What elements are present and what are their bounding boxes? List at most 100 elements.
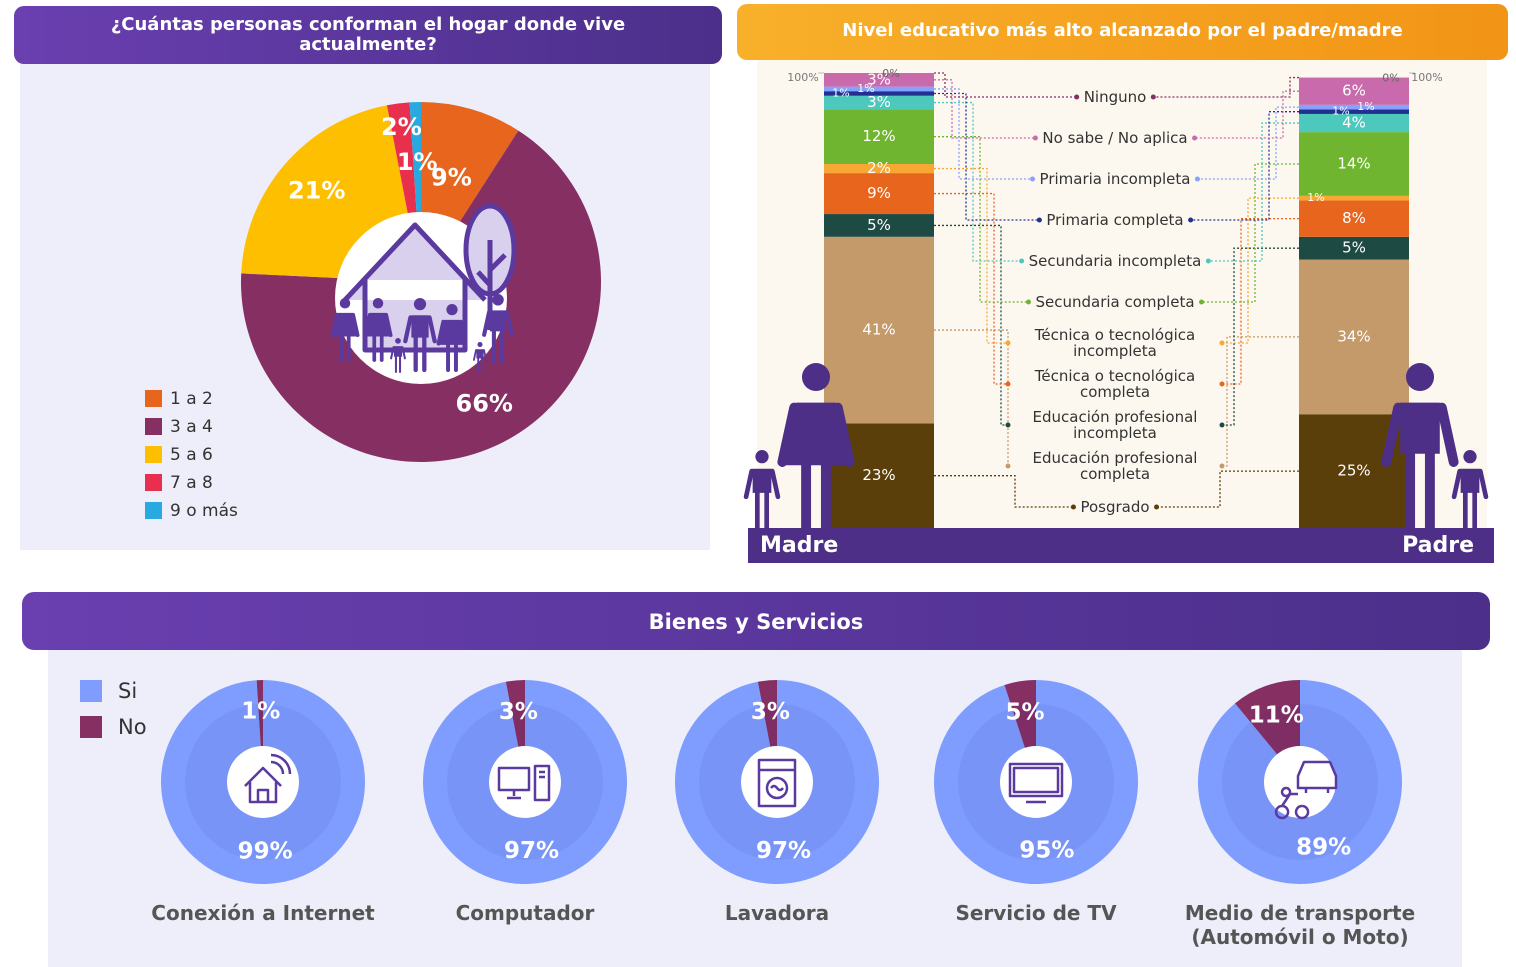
legend-dot xyxy=(1194,176,1200,182)
body xyxy=(1400,402,1440,454)
legend-dot xyxy=(1199,299,1205,305)
legend-label: Posgrado xyxy=(1080,498,1150,516)
person-icon xyxy=(472,342,488,373)
data-label: 1% xyxy=(832,86,849,99)
limb xyxy=(401,346,406,360)
icon-circle xyxy=(227,746,299,818)
legend-swatch xyxy=(145,502,162,519)
bar-segment xyxy=(824,95,934,110)
data-label: 11% xyxy=(1249,703,1304,729)
connector xyxy=(1222,217,1299,385)
bar-segment xyxy=(1299,200,1409,237)
bar-segment xyxy=(1299,113,1409,133)
limb xyxy=(351,312,360,338)
person-icon xyxy=(482,294,514,365)
data-label: 12% xyxy=(862,127,895,145)
bar-segment xyxy=(824,109,934,164)
legend-dot xyxy=(1205,258,1211,264)
category-label: Conexión a Internet xyxy=(151,901,375,925)
connector xyxy=(1208,122,1299,262)
head xyxy=(492,294,504,306)
category-label: Servicio de TV xyxy=(955,901,1117,925)
legend-label: Técnica o tecnológica completa xyxy=(1034,367,1196,401)
connector xyxy=(934,167,1008,344)
limb xyxy=(384,312,393,338)
icon-circle xyxy=(1264,746,1336,818)
legend-dot xyxy=(1154,504,1160,510)
person-icon xyxy=(390,338,406,374)
chart-title: ¿Cuántas personas conforman el hogar don… xyxy=(110,14,626,55)
data-label: 99% xyxy=(238,838,293,864)
data-label: 8% xyxy=(1342,209,1366,227)
body xyxy=(366,312,390,337)
body xyxy=(411,315,429,338)
head xyxy=(477,342,483,348)
bar-segment xyxy=(1299,195,1409,201)
head xyxy=(372,298,384,309)
limb xyxy=(436,319,446,346)
bar-segment xyxy=(824,173,934,215)
person-icon xyxy=(363,298,393,362)
data-label: 4% xyxy=(1342,114,1366,132)
legend-item: No sabe / No aplica xyxy=(1015,118,1215,158)
legend-label: Si xyxy=(118,679,137,703)
legend-swatch xyxy=(80,716,102,738)
data-label: 2% xyxy=(381,113,422,141)
legend-label: No sabe / No aplica xyxy=(1042,129,1188,147)
data-label: 95% xyxy=(1019,838,1074,864)
connector xyxy=(934,192,1008,385)
category-label: Computador xyxy=(455,901,595,925)
legend-dot xyxy=(1005,340,1011,346)
limb xyxy=(363,312,372,338)
head xyxy=(801,363,831,392)
data-label: 1% xyxy=(1307,191,1324,204)
legend-swatch xyxy=(145,474,162,491)
bar-segment xyxy=(824,73,934,87)
category-label: Medio de transporte (Automóvil o Moto) xyxy=(1184,901,1416,949)
legend-dot xyxy=(1030,176,1036,182)
icon xyxy=(244,753,292,804)
body xyxy=(476,349,484,359)
legend-dot xyxy=(1192,135,1198,141)
legend-label: 7 a 8 xyxy=(170,473,213,493)
data-label: 1% xyxy=(1357,100,1374,113)
legend-item: Ninguno xyxy=(1015,77,1215,117)
icon xyxy=(757,758,797,808)
person-icon xyxy=(777,363,855,533)
legend-item: Técnica o tecnológica completa xyxy=(1015,364,1215,404)
header-bar xyxy=(14,6,722,64)
bar-segment xyxy=(1299,109,1409,114)
person-icon xyxy=(1451,450,1489,531)
limb xyxy=(777,402,800,467)
data-label: 9% xyxy=(431,163,472,191)
data-label: 23% xyxy=(862,466,895,484)
legend-label: Educación profesional incompleta xyxy=(1032,408,1198,442)
data-label: 89% xyxy=(1296,834,1351,860)
legend-dot xyxy=(1025,299,1031,305)
person-icon xyxy=(1381,363,1459,533)
legend-item: Secundaria completa xyxy=(1015,282,1215,322)
bar-segment xyxy=(824,214,934,237)
connector xyxy=(934,72,1077,98)
body xyxy=(1460,468,1480,493)
connector xyxy=(934,101,1022,262)
y-tick-label: 100% xyxy=(1411,71,1442,84)
legend-item: Secundaria incompleta xyxy=(1015,241,1215,281)
data-label: 3% xyxy=(867,93,891,111)
data-label: 3% xyxy=(499,699,538,725)
legend-dot xyxy=(1150,94,1156,100)
data-label: 0% xyxy=(1382,72,1399,85)
legend-item: Educación profesional completa xyxy=(1015,446,1215,486)
y-tick-label: 100% xyxy=(787,71,818,84)
limb xyxy=(1477,468,1489,500)
legend-dot xyxy=(1219,463,1225,469)
legend-item: Educación profesional incompleta xyxy=(1015,405,1215,445)
legend-item: Técnica o tecnológica incompleta xyxy=(1015,323,1215,363)
legend-label: Secundaria incompleta xyxy=(1028,252,1202,270)
person-icon xyxy=(743,450,781,531)
legend-dot xyxy=(1019,258,1025,264)
connector xyxy=(934,329,1009,466)
person-icon xyxy=(330,298,360,362)
legend-dot xyxy=(1074,94,1080,100)
